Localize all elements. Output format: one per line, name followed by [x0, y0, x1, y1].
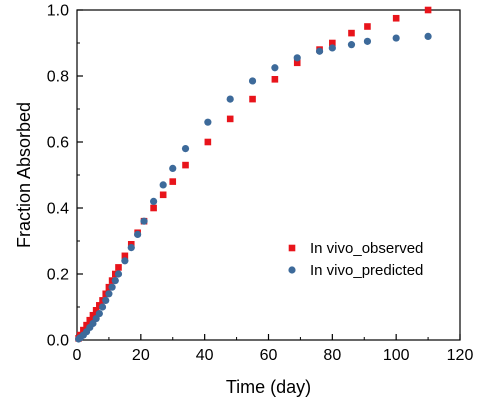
data-point	[293, 54, 301, 62]
data-point	[169, 164, 177, 172]
legend-marker	[288, 244, 296, 252]
data-point	[392, 34, 400, 42]
legend-label: In vivo_predicted	[310, 262, 423, 279]
series-predicted	[74, 32, 432, 343]
data-point	[181, 145, 190, 153]
data-point	[115, 264, 122, 271]
data-point	[271, 76, 279, 83]
data-point	[315, 47, 324, 55]
data-point	[328, 44, 336, 52]
data-point	[347, 41, 356, 49]
y-tick-label: 0.2	[47, 267, 69, 284]
data-points	[74, 6, 432, 343]
data-point	[121, 257, 129, 265]
data-point	[204, 118, 212, 126]
y-tick-label: 0.6	[47, 135, 69, 152]
data-point	[329, 39, 336, 47]
data-point	[159, 181, 167, 189]
data-point	[150, 204, 157, 212]
y-tick-label: 0.0	[47, 333, 69, 350]
data-point	[226, 95, 234, 103]
data-point	[424, 6, 432, 14]
data-point	[348, 29, 355, 37]
data-point	[86, 316, 94, 324]
x-tick-label: 60	[260, 347, 278, 364]
data-point	[102, 296, 110, 304]
data-point	[271, 64, 279, 72]
data-point	[226, 115, 234, 123]
y-tick-label: 1.0	[47, 3, 69, 20]
data-point	[108, 283, 116, 291]
data-point	[92, 307, 100, 314]
data-point	[182, 161, 189, 169]
legend: In vivo_observed In vivo_predicted	[288, 240, 423, 279]
data-point	[121, 252, 129, 260]
x-tick-label: 0	[73, 347, 82, 364]
data-point	[293, 59, 301, 67]
data-point	[114, 270, 123, 278]
data-point	[364, 23, 371, 30]
data-point	[98, 303, 107, 311]
data-point	[363, 37, 372, 45]
data-point	[392, 14, 400, 22]
data-point	[111, 277, 119, 285]
y-tick-label: 0.8	[47, 69, 69, 86]
data-point	[105, 290, 113, 298]
data-point	[424, 32, 432, 41]
data-point	[159, 191, 167, 199]
x-tick-label: 100	[383, 347, 410, 364]
x-tick-label: 80	[323, 347, 341, 364]
data-point	[249, 95, 256, 103]
legend-label: In vivo_observed	[310, 240, 423, 257]
legend-marker	[288, 266, 296, 274]
data-point	[95, 310, 103, 318]
data-point	[134, 230, 142, 238]
axes	[76, 9, 461, 341]
x-tick-label: 40	[196, 347, 214, 364]
data-point	[127, 244, 135, 252]
x-axis-label: Time (day)	[226, 377, 311, 397]
tick-labels: 0 20 40 60 80 100 120 0.0 0.2 0.4 0.6 0.8 1.0	[47, 3, 474, 365]
data-point	[248, 77, 257, 85]
series-observed	[75, 6, 432, 342]
y-axis-label: Fraction Absorbed	[14, 102, 34, 248]
x-tick-label: 120	[447, 347, 474, 364]
data-point	[169, 178, 177, 185]
data-point	[150, 197, 158, 205]
data-point	[89, 311, 97, 319]
y-tick-label: 0.4	[47, 201, 69, 218]
data-point	[140, 217, 148, 225]
plot-frame	[76, 9, 461, 341]
data-point	[204, 138, 212, 146]
x-tick-label: 20	[132, 347, 150, 364]
data-point	[83, 321, 90, 329]
